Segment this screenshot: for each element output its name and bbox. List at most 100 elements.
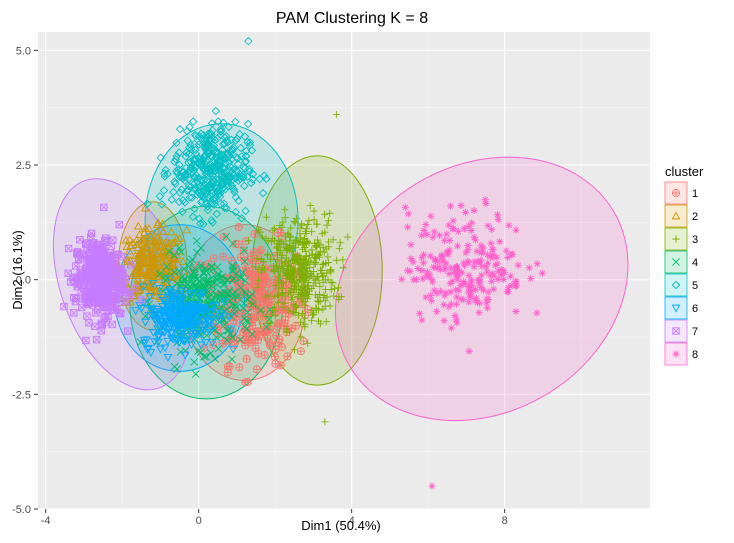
cluster-8-point xyxy=(527,274,535,283)
cluster-3-point xyxy=(278,279,286,287)
cluster-3-point xyxy=(322,245,330,253)
cluster-3-point xyxy=(279,303,287,312)
legend-symbol-8 xyxy=(672,350,680,358)
cluster-1-point xyxy=(277,342,286,352)
cluster-points xyxy=(60,36,546,490)
cluster-2-point xyxy=(182,225,192,234)
cluster-8-point xyxy=(484,295,492,304)
cluster-3-point xyxy=(244,236,253,245)
cluster-8-point xyxy=(470,233,478,241)
cluster-2-point xyxy=(158,219,168,228)
cluster-2-point xyxy=(132,240,142,248)
cluster-8-point xyxy=(398,275,406,283)
cluster-3-point xyxy=(320,260,328,268)
legend-label-6: 6 xyxy=(692,303,698,315)
cluster-2-point xyxy=(135,229,145,238)
cluster-1-point xyxy=(252,365,261,374)
cluster-1-point xyxy=(219,252,228,261)
cluster-1-point xyxy=(250,230,259,239)
cluster-3-point xyxy=(269,226,277,234)
x-tick-label: 0 xyxy=(196,515,202,527)
cluster-2-point xyxy=(137,245,147,254)
cluster-3-point xyxy=(312,304,320,312)
cluster-8-point xyxy=(464,259,472,267)
cluster-8-point xyxy=(479,286,487,294)
cluster-2-point xyxy=(133,221,143,230)
cluster-8-point xyxy=(422,220,430,229)
cluster-8-point xyxy=(473,247,481,255)
cluster-3-point xyxy=(254,276,263,284)
cluster-2-point xyxy=(146,232,155,241)
legend-key-2 xyxy=(664,204,688,228)
cluster-3-point xyxy=(330,285,339,293)
cluster-2-point xyxy=(146,280,156,288)
cluster-8-point xyxy=(430,263,438,271)
cluster-8-point xyxy=(483,268,491,276)
cluster-8-point xyxy=(418,267,426,275)
cluster-3-point xyxy=(290,346,299,354)
cluster-8-point xyxy=(429,278,437,286)
cluster-1-point xyxy=(276,228,285,237)
cluster-8-point xyxy=(505,221,513,229)
cluster-3-point xyxy=(334,284,343,292)
cluster-8-point xyxy=(462,249,470,257)
legend-title: cluster xyxy=(665,164,704,179)
chart-title: PAM Clustering K = 8 xyxy=(276,10,428,27)
cluster-2-point xyxy=(142,257,152,266)
cluster-1-point xyxy=(248,321,257,330)
cluster-1-point xyxy=(275,335,284,344)
cluster-8-point xyxy=(491,261,500,269)
cluster-8-point xyxy=(514,261,522,269)
cluster-8-point xyxy=(435,231,444,239)
cluster-3-point xyxy=(264,237,272,245)
y-tick-label: 5.0 xyxy=(16,45,31,57)
cluster-1-point xyxy=(291,321,300,330)
cluster-1-point xyxy=(296,347,305,356)
cluster-8-point xyxy=(494,216,502,224)
cluster-8-point xyxy=(525,264,533,272)
cluster-2-point xyxy=(164,238,174,247)
legend-symbol-1 xyxy=(671,188,681,198)
cluster-2-point xyxy=(140,223,150,232)
cluster-2-point xyxy=(161,237,171,246)
cluster-2-point xyxy=(132,282,142,291)
cluster-3-point xyxy=(301,301,309,309)
cluster-1-point xyxy=(253,312,262,322)
cluster-2-point xyxy=(173,274,182,283)
cluster-8-point xyxy=(448,225,457,233)
cluster-8-point xyxy=(426,252,434,260)
cluster-1-point xyxy=(281,316,290,325)
cluster-3-point xyxy=(335,245,343,253)
cluster-3-point xyxy=(279,218,287,226)
cluster-1-point xyxy=(270,352,279,361)
legend-label-5: 5 xyxy=(692,280,698,292)
cluster-1-point xyxy=(276,361,285,370)
cluster-1-point xyxy=(269,252,278,261)
legend-label-4: 4 xyxy=(692,257,698,269)
cluster-2-point xyxy=(148,237,157,245)
cluster-8-point xyxy=(460,280,468,288)
cluster-8-point xyxy=(418,316,426,324)
cluster-8-point xyxy=(422,272,431,280)
cluster-3-point xyxy=(329,279,337,287)
cluster-2-point xyxy=(146,230,155,239)
cluster-2-point xyxy=(155,292,165,300)
cluster-1-point xyxy=(209,254,218,263)
cluster-3-point xyxy=(264,250,272,258)
cluster-1-point xyxy=(234,222,243,232)
cluster-8-point xyxy=(533,309,541,317)
cluster-2-point xyxy=(153,266,162,275)
cluster-2-point xyxy=(129,268,139,277)
cluster-3-point xyxy=(304,221,312,229)
cluster-1-point xyxy=(260,351,269,360)
cluster-2-point xyxy=(144,282,153,291)
cluster-8-point xyxy=(464,241,472,250)
cluster-1-point xyxy=(256,278,265,287)
cluster-2-point xyxy=(158,226,168,235)
cluster-3-point xyxy=(270,293,278,301)
cluster-8-point xyxy=(461,208,470,216)
cluster-2-point xyxy=(146,257,156,266)
cluster-3-point xyxy=(330,292,338,300)
cluster-3-point xyxy=(274,299,282,307)
cluster-1-point xyxy=(283,352,292,361)
